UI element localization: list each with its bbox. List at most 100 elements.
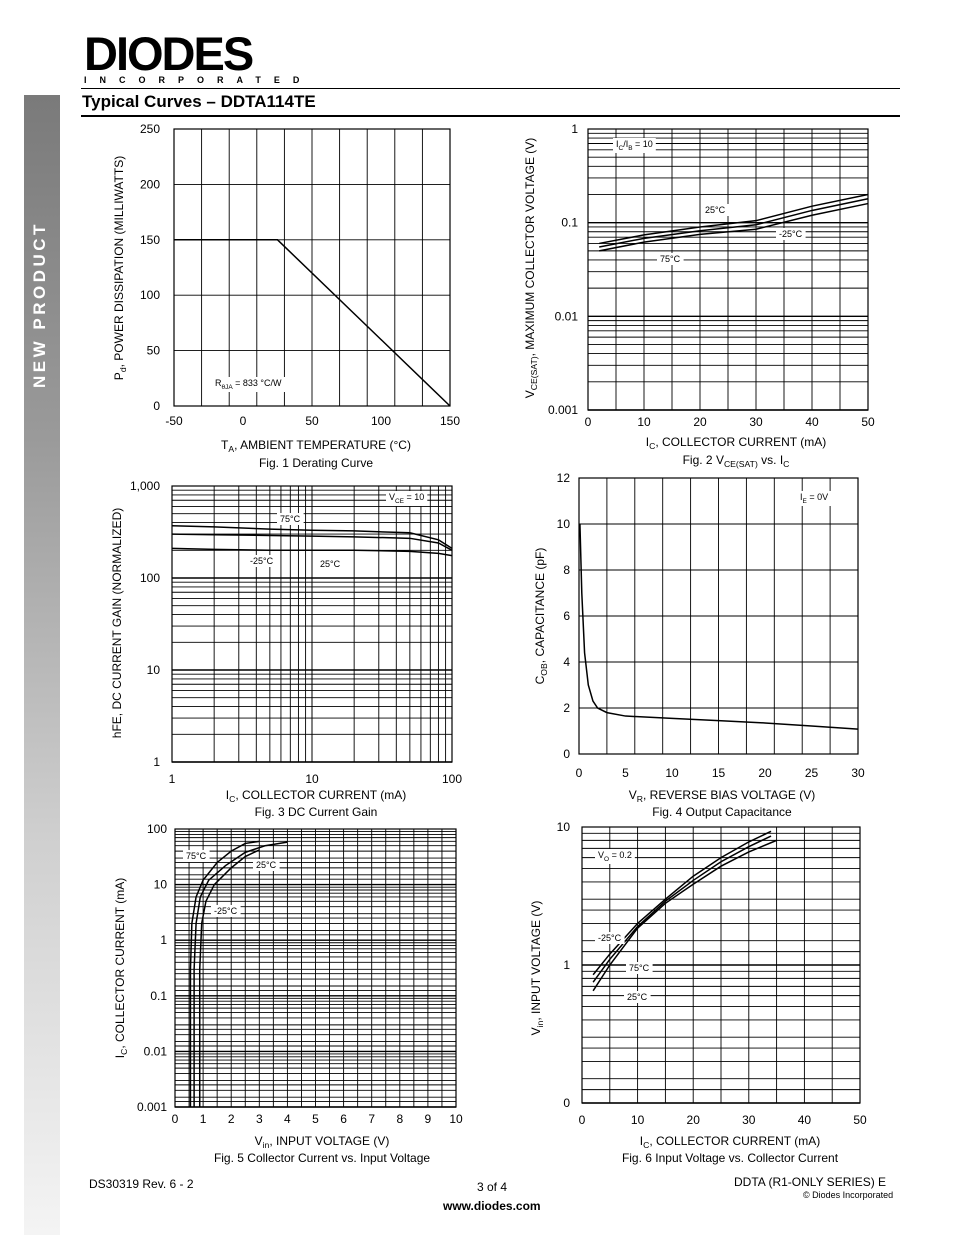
fig6-x-tick-label: 10 xyxy=(631,1113,645,1127)
fig3-x-tick-label: 100 xyxy=(442,772,462,786)
fig2-x-tick-label: 10 xyxy=(637,415,651,429)
fig1-x-tick-label: 0 xyxy=(240,414,247,428)
fig1-y-tick-label: 250 xyxy=(140,122,160,136)
fig5-x-tick-label: 6 xyxy=(340,1112,347,1126)
fig5-x-tick-label: 10 xyxy=(449,1112,463,1126)
fig6-series-line xyxy=(592,835,772,983)
page-title: Typical Curves – DDTA114TE xyxy=(82,92,316,111)
fig6-annotation: -25°C xyxy=(598,933,622,943)
fig5-annotation-bg xyxy=(211,905,241,917)
fig5-x-tick-label: 0 xyxy=(172,1112,179,1126)
fig6-x-tick-label: 0 xyxy=(579,1113,586,1127)
fig1-x-axis-label: TA, AMBIENT TEMPERATURE (°C) xyxy=(221,438,411,454)
fig6-series-line xyxy=(592,839,777,992)
fig5-y-tick-label: 0.1 xyxy=(150,989,167,1003)
fig1-x-tick-label: 100 xyxy=(371,414,391,428)
fig2-x-tick-label: 0 xyxy=(585,415,592,429)
fig4-y-axis-label: COB, CAPACITANCE (pF) xyxy=(533,548,549,685)
fig2-annotation: 75°C xyxy=(660,254,681,264)
fig6-x-axis-label: IC, COLLECTOR CURRENT (mA) xyxy=(640,1134,820,1150)
fig3-series-line xyxy=(171,533,453,551)
fig4-x-tick-label: 10 xyxy=(665,766,679,780)
fig4-annotation: IE = 0V xyxy=(800,492,828,505)
fig5-x-tick-label: 8 xyxy=(396,1112,403,1126)
fig4-x-tick-label: 25 xyxy=(805,766,819,780)
fig3-y-axis-label: hFE, DC CURRENT GAIN (NORMALIZED) xyxy=(110,508,124,738)
fig1-y-tick-label: 0 xyxy=(153,399,160,413)
fig4-y-tick-label: 2 xyxy=(563,701,570,715)
fig4-x-tick-label: 15 xyxy=(712,766,726,780)
fig6-y-axis-label: Vin, INPUT VOLTAGE (V) xyxy=(529,901,545,1036)
fig2-x-tick-label: 40 xyxy=(805,415,819,429)
fig5-y-tick-label: 100 xyxy=(147,822,167,836)
logo-wordmark: DIODES xyxy=(84,27,254,80)
fig3-annotation-bg xyxy=(277,513,304,525)
fig1-x-tick-label: -50 xyxy=(165,414,183,428)
fig6-y-tick-label: 0 xyxy=(563,1096,570,1110)
fig3-annotation-bg xyxy=(247,555,277,567)
website-link[interactable]: www.diodes.com xyxy=(443,1199,541,1213)
new-product-sidebar xyxy=(24,95,60,1235)
fig2-x-tick-label: 20 xyxy=(693,415,707,429)
fig2-x-tick-label: 50 xyxy=(861,415,875,429)
fig6-annotation-bg xyxy=(595,849,635,864)
fig3-x-tick-label: 1 xyxy=(169,772,176,786)
fig4-x-tick-label: 5 xyxy=(622,766,629,780)
fig6-y-tick-label: 1 xyxy=(563,958,570,972)
fig3-caption: Fig. 3 DC Current Gain xyxy=(255,805,378,819)
fig2-annotation: 25°C xyxy=(705,205,726,215)
fig3-series-line xyxy=(171,547,453,557)
fig5-y-axis-label: IC, COLLECTOR CURRENT (mA) xyxy=(113,878,129,1058)
fig6-annotation: 25°C xyxy=(627,992,648,1002)
fig1-annotation: RθJA = 833 °C/W xyxy=(215,378,282,391)
fig2-annotation-bg xyxy=(613,138,656,153)
fig6-x-tick-label: 30 xyxy=(742,1113,756,1127)
fig2-x-tick-label: 30 xyxy=(749,415,763,429)
fig6-annotation: VO = 0.2 xyxy=(598,850,632,863)
fig2-caption: Fig. 2 VCE(SAT) vs. IC xyxy=(683,453,790,469)
fig1-caption: Fig. 1 Derating Curve xyxy=(259,456,373,470)
page-number: 3 of 4 xyxy=(477,1180,508,1194)
fig2-y-tick-label: 0.01 xyxy=(555,309,579,323)
fig6-gridlines xyxy=(581,827,861,1104)
fig2-series-line xyxy=(599,198,869,248)
fig6-plot-frame xyxy=(581,826,861,1104)
fig2-y-tick-label: 0.1 xyxy=(561,216,578,230)
fig6-x-tick-label: 50 xyxy=(853,1113,867,1127)
fig1-plot-frame xyxy=(173,128,451,407)
fig4-y-tick-label: 10 xyxy=(557,517,571,531)
fig5-x-tick-label: 5 xyxy=(312,1112,319,1126)
fig4-y-tick-label: 8 xyxy=(563,563,570,577)
fig4-x-axis-label: VR, REVERSE BIAS VOLTAGE (V) xyxy=(629,788,816,804)
fig3-y-tick-label: 1 xyxy=(153,755,160,769)
fig4-caption: Fig. 4 Output Capacitance xyxy=(652,805,792,819)
fig1-y-tick-label: 150 xyxy=(140,233,160,247)
fig6-annotation-bg xyxy=(595,932,625,944)
fig3-annotation: -25°C xyxy=(250,556,274,566)
fig1-x-tick-label: 50 xyxy=(305,414,319,428)
fig2-annotation-bg xyxy=(657,253,684,265)
fig4-series-line xyxy=(579,523,859,730)
copyright: © Diodes Incorporated xyxy=(803,1190,894,1200)
fig1-y-tick-label: 50 xyxy=(147,344,161,358)
fig5-annotation: -25°C xyxy=(214,906,238,916)
fig4-y-tick-label: 12 xyxy=(557,471,571,485)
header-rule xyxy=(81,88,900,89)
fig4-y-tick-label: 4 xyxy=(563,655,570,669)
fig3-annotation-bg xyxy=(317,558,344,570)
fig3-y-tick-label: 1,000 xyxy=(130,479,160,493)
fig2-y-tick-label: 1 xyxy=(571,122,578,136)
fig6-series-line xyxy=(592,830,772,976)
fig3-annotation: VCE = 10 xyxy=(389,492,424,505)
fig1-y-axis-label: Pd, POWER DISSIPATION (MILLIWATTS) xyxy=(112,156,128,380)
series-name: DDTA (R1-ONLY SERIES) E xyxy=(734,1175,887,1189)
fig2-x-axis-label: IC, COLLECTOR CURRENT (mA) xyxy=(646,435,826,451)
fig6-annotation-bg xyxy=(624,991,651,1003)
fig1-y-tick-label: 200 xyxy=(140,177,160,191)
fig2-annotation-bg xyxy=(702,204,729,216)
